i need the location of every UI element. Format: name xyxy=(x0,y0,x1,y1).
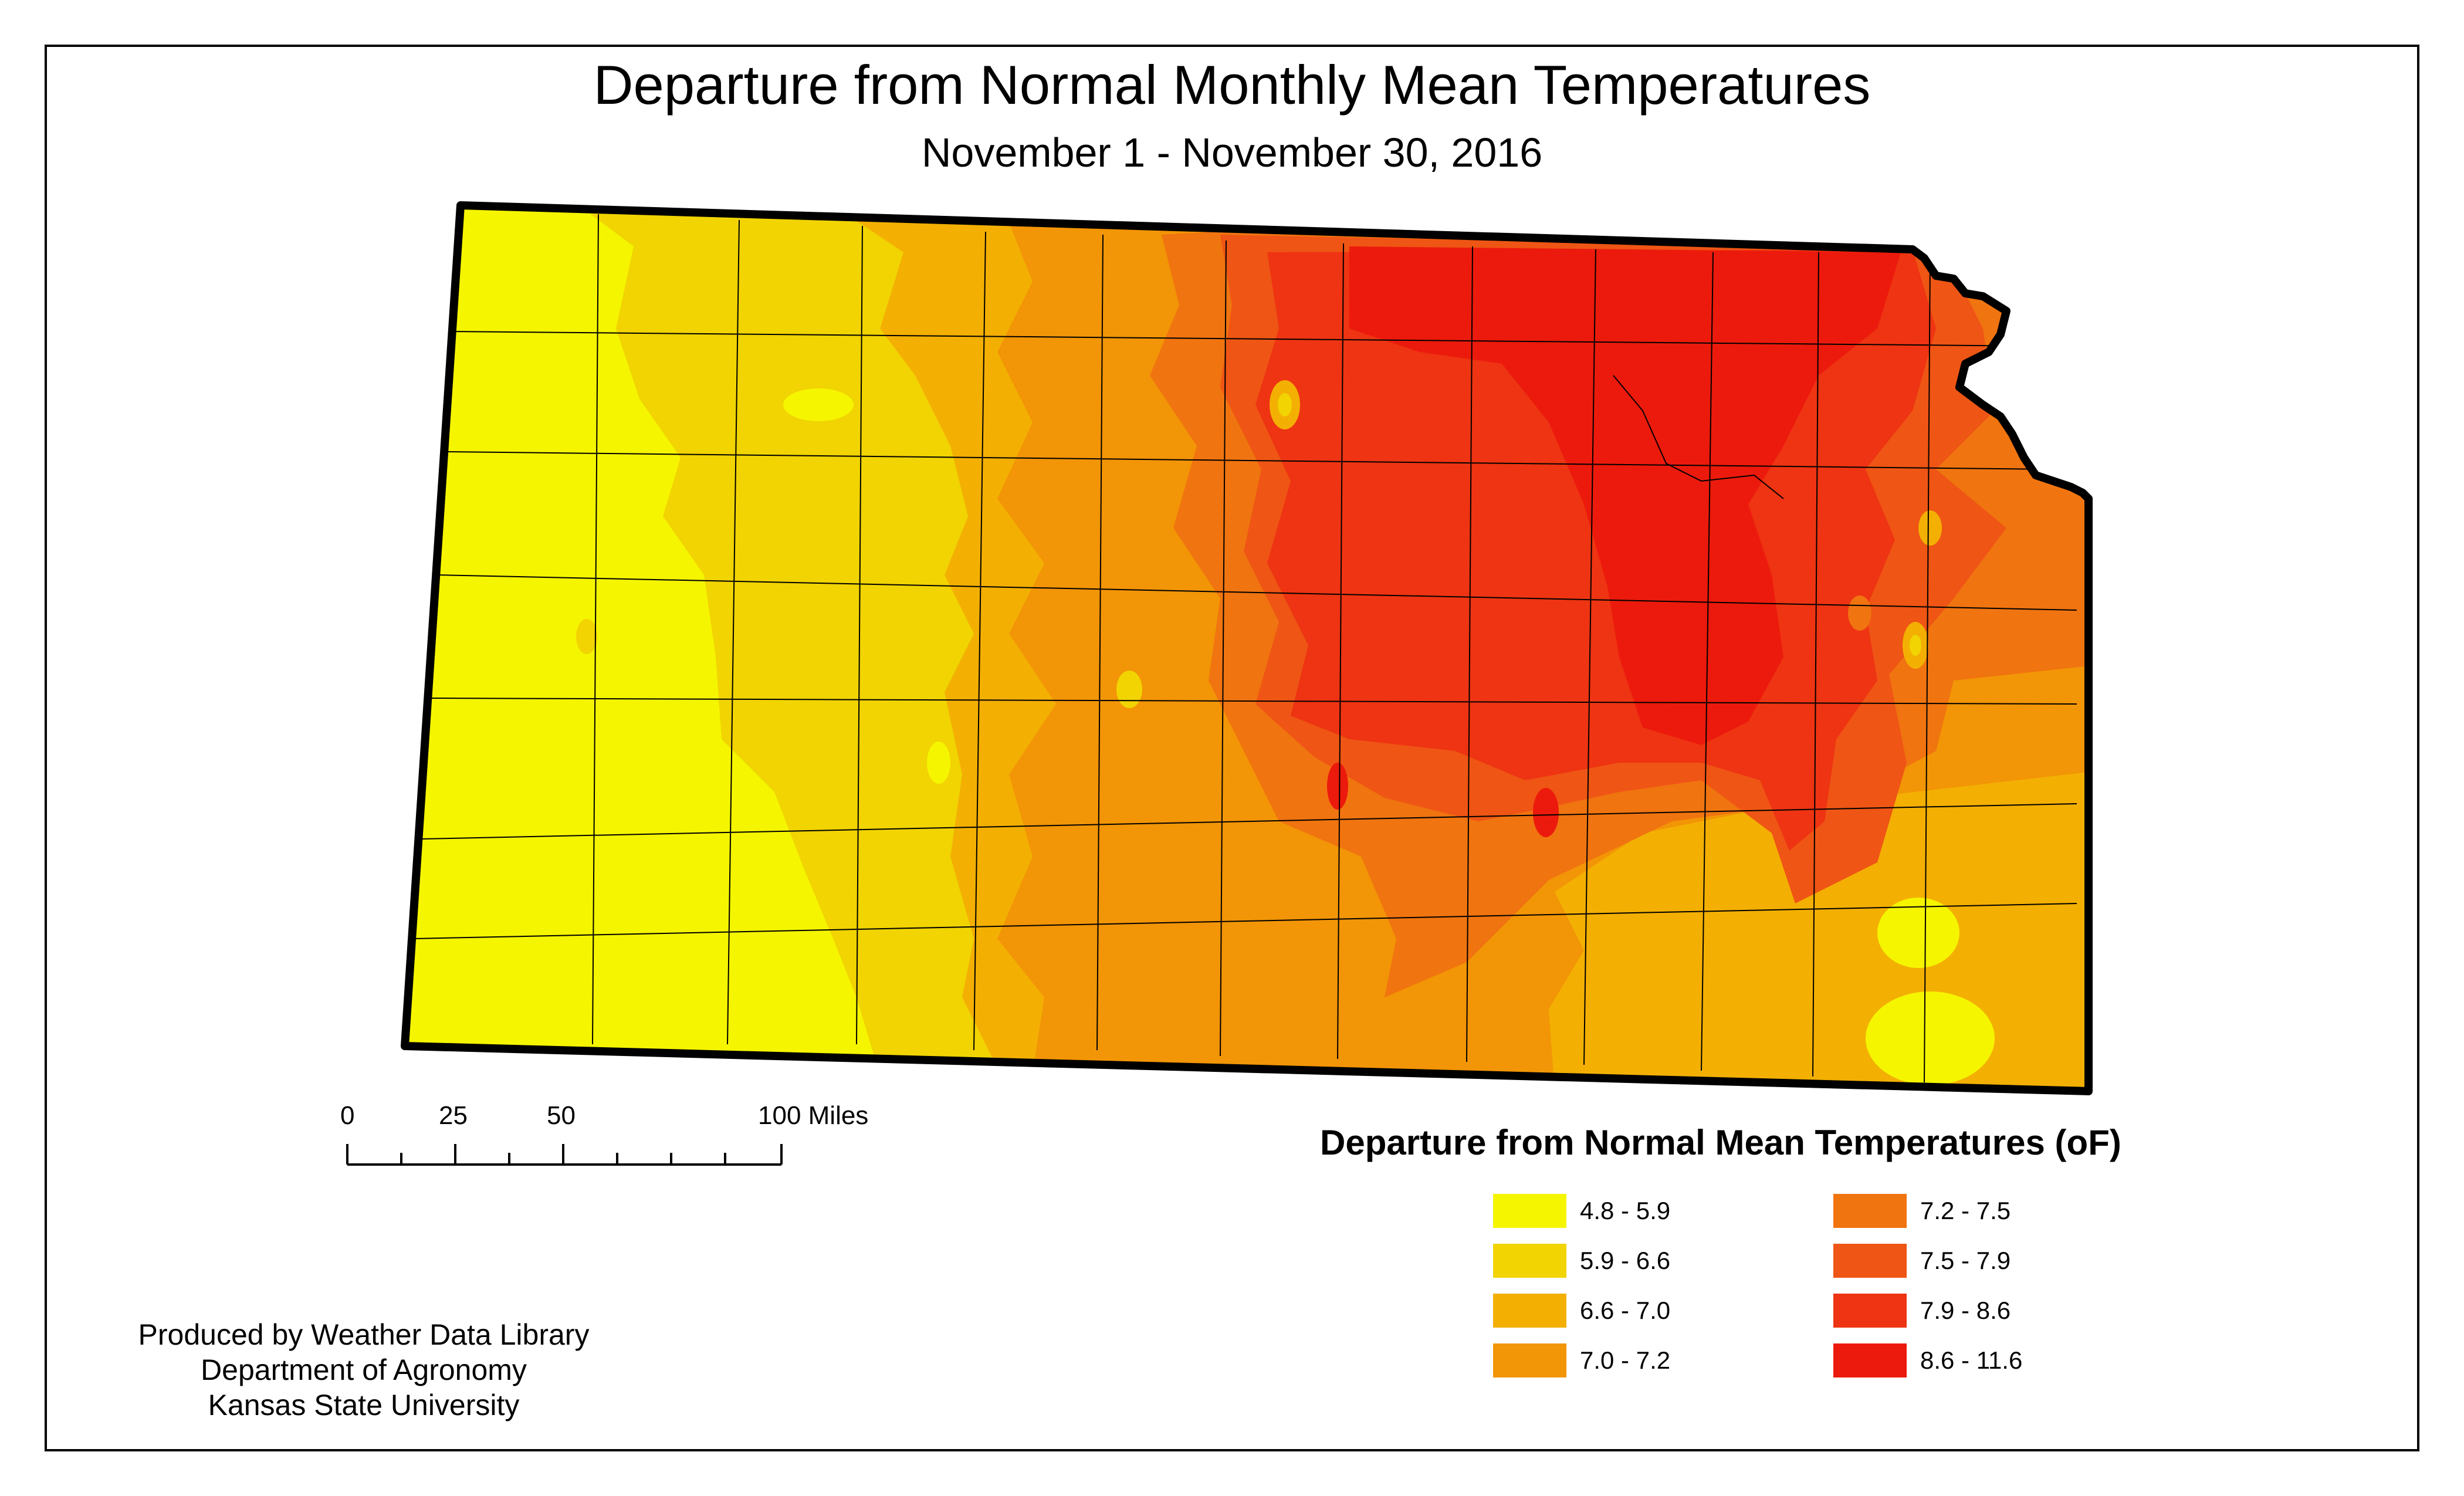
warm-spot xyxy=(1910,635,1921,656)
legend-swatch xyxy=(1493,1194,1566,1228)
legend-swatch xyxy=(1493,1343,1566,1377)
temperature-fill xyxy=(405,205,2089,1091)
cool-spot xyxy=(1116,671,1142,708)
legend-label: 7.5 - 7.9 xyxy=(1920,1247,2011,1274)
legend-label: 6.6 - 7.0 xyxy=(1580,1297,1671,1324)
scale-tick-0: 0 xyxy=(340,1101,355,1130)
warm-spot xyxy=(1918,510,1942,546)
legend-label: 4.8 - 5.9 xyxy=(1580,1197,1671,1224)
county-lines xyxy=(413,214,2077,1083)
cool-spot xyxy=(783,388,854,421)
cool-spot xyxy=(1866,991,1995,1085)
map-title: Departure from Normal Monthly Mean Tempe… xyxy=(593,54,1871,116)
legend-label: 7.9 - 8.6 xyxy=(1920,1297,2011,1324)
scale-tick-50: 50 xyxy=(547,1101,576,1130)
legend-swatch xyxy=(1493,1294,1566,1328)
scale-tick-25: 25 xyxy=(439,1101,468,1130)
legend-swatch xyxy=(1493,1244,1566,1278)
credit-line: Produced by Weather Data Library xyxy=(138,1318,590,1351)
map-frame xyxy=(45,45,2419,1451)
warm-spot xyxy=(1848,595,1871,631)
zone-8-6-11-6 xyxy=(1349,246,1901,745)
hot-spot xyxy=(1533,788,1559,837)
legend-swatch xyxy=(1833,1294,1907,1328)
legend-swatch xyxy=(1833,1343,1907,1377)
legend-label: 7.0 - 7.2 xyxy=(1580,1346,1671,1374)
scale-bar xyxy=(346,1144,783,1166)
legend-label: 7.2 - 7.5 xyxy=(1920,1197,2011,1224)
map-subtitle: November 1 - November 30, 2016 xyxy=(921,130,1543,175)
legend-title: Departure from Normal Mean Temperatures … xyxy=(1320,1123,2121,1162)
credit-line: Department of Agronomy xyxy=(201,1353,527,1386)
legend-label: 8.6 - 11.6 xyxy=(1920,1346,2023,1374)
warm-spot xyxy=(1278,393,1292,417)
cool-spot xyxy=(1877,898,1959,968)
cool-spot xyxy=(927,742,950,784)
legend-swatch xyxy=(1833,1194,1907,1228)
scale-tick-100: 100 Miles xyxy=(758,1101,869,1130)
hot-spot xyxy=(1327,763,1348,810)
legend-label: 5.9 - 6.6 xyxy=(1580,1247,1671,1274)
credit-line: Kansas State University xyxy=(208,1389,520,1421)
cool-spot xyxy=(576,619,597,654)
kansas-outline xyxy=(401,201,2093,1095)
legend-swatch xyxy=(1833,1244,1907,1278)
